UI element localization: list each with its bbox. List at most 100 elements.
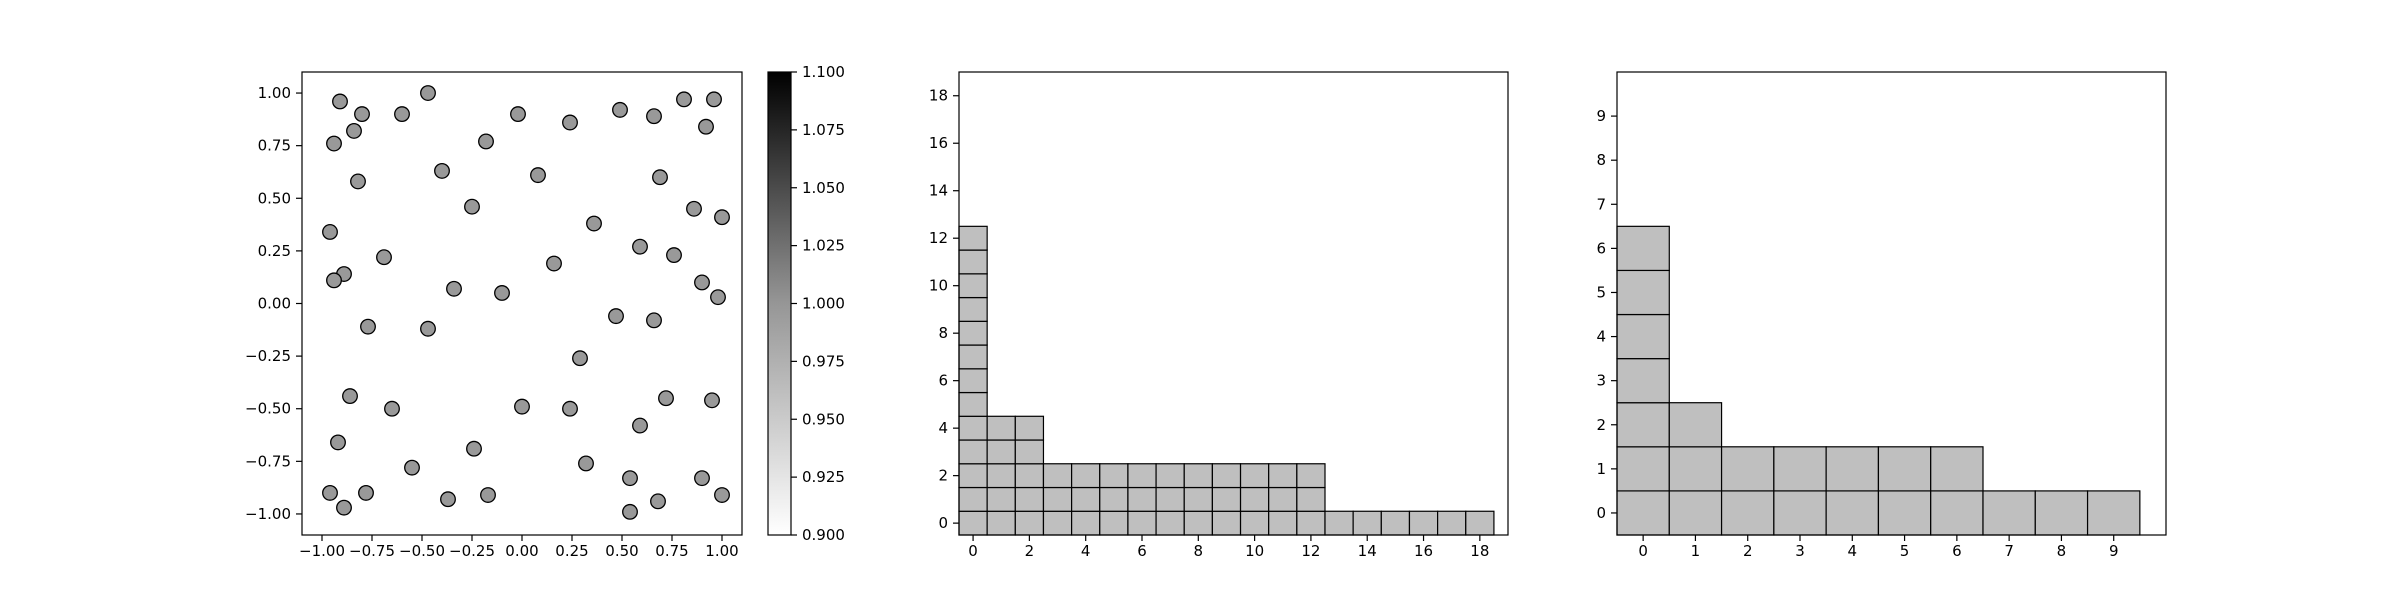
scatter-point xyxy=(646,108,662,125)
bar1-cell xyxy=(1268,486,1298,512)
x-tick-label: 5 xyxy=(1900,542,1910,560)
scatter-point xyxy=(342,388,358,405)
scatter-point xyxy=(420,85,436,101)
colorbar-tick-label: 1.000 xyxy=(802,295,845,313)
y-tick-label: 0.50 xyxy=(258,189,291,207)
bar2-cell xyxy=(1877,446,1932,492)
x-tick-label: 18 xyxy=(1470,542,1489,560)
scatter-point xyxy=(612,101,628,118)
x-tick-label: 0 xyxy=(1638,542,1648,560)
bar1-cell xyxy=(986,463,1016,489)
bar1-cell xyxy=(1183,486,1213,512)
bar2-cell xyxy=(1930,446,1984,492)
scatter-point xyxy=(480,487,496,503)
bar2-cell xyxy=(1616,225,1670,272)
axes-frame xyxy=(1616,71,2167,536)
bar1-cell xyxy=(958,439,988,465)
scatter-point xyxy=(326,135,342,152)
bar1-cell xyxy=(986,486,1016,512)
bar2-cell xyxy=(2086,490,2141,536)
y-tick-label: 18 xyxy=(929,87,948,105)
x-tick-label: 0.25 xyxy=(555,542,588,560)
scatter-point xyxy=(652,169,668,186)
x-tick-label: 7 xyxy=(2004,542,2014,560)
y-tick-label: 1 xyxy=(1596,460,1606,478)
y-tick-label: 4 xyxy=(938,419,948,437)
x-tick-label: 8 xyxy=(1194,542,1204,560)
bar2-cell xyxy=(1720,446,1775,492)
x-tick-label: 16 xyxy=(1414,542,1433,560)
x-tick-label: 12 xyxy=(1301,542,1320,560)
scatter-point xyxy=(434,162,450,179)
colorbar-tick-label: 1.025 xyxy=(802,237,845,255)
bar1-cell xyxy=(1127,486,1157,512)
bar1-cell xyxy=(958,273,988,299)
bar1-cell xyxy=(1127,463,1157,489)
scatter-point xyxy=(510,106,526,123)
bar1-cell xyxy=(1071,486,1101,512)
bar1-cell xyxy=(1042,463,1073,489)
scatter-point xyxy=(376,249,392,266)
axes-frame xyxy=(301,71,743,536)
scatter-point xyxy=(586,215,602,232)
bar1-cell xyxy=(958,368,988,394)
y-tick-label: 5 xyxy=(1596,283,1606,301)
scatter-point xyxy=(632,417,648,434)
scatter-point xyxy=(440,491,456,508)
bar1-cell xyxy=(1014,510,1045,536)
bar1-cell xyxy=(1296,486,1326,512)
y-tick-label: 0 xyxy=(1596,504,1606,522)
scatter-point xyxy=(478,133,494,150)
y-tick-label: 14 xyxy=(929,182,948,200)
scatter-point xyxy=(326,272,342,289)
bar2-cell xyxy=(1773,446,1827,492)
scatter-point xyxy=(358,484,374,501)
scatter-point xyxy=(394,106,410,123)
bar1-cell xyxy=(958,249,988,275)
scatter-point xyxy=(350,173,366,190)
y-tick-label: 0.25 xyxy=(258,242,291,260)
x-tick-label: −0.75 xyxy=(349,542,395,560)
y-tick-label: 4 xyxy=(1596,328,1606,346)
bar1-cell xyxy=(1211,510,1242,536)
scatter-point xyxy=(330,434,346,451)
bar2-cell xyxy=(1616,446,1670,492)
x-tick-label: 6 xyxy=(1137,542,1147,560)
x-tick-label: 1.00 xyxy=(705,542,738,560)
bar1-cell xyxy=(1183,463,1213,489)
bar1-cell xyxy=(1268,510,1298,536)
scatter-point xyxy=(384,400,400,417)
x-tick-label: 10 xyxy=(1245,542,1264,560)
scatter-point xyxy=(622,503,638,520)
bar1-cell xyxy=(1380,510,1411,536)
x-tick-label: −1.00 xyxy=(299,542,345,560)
bar2-cell xyxy=(1616,313,1670,360)
scatter-point xyxy=(658,390,674,407)
bar1-cell xyxy=(1071,463,1101,489)
bar1-cell xyxy=(1014,415,1045,441)
scatter-point xyxy=(686,200,702,217)
x-tick-label: −0.25 xyxy=(449,542,495,560)
bar1-cell xyxy=(958,463,988,489)
scatter-point xyxy=(530,167,546,184)
y-tick-label: 8 xyxy=(938,324,948,342)
colorbar-tick-label: 0.975 xyxy=(802,352,845,370)
bar2-cell xyxy=(1773,490,1827,536)
bar2-cell xyxy=(2034,490,2089,536)
bar1-cell xyxy=(958,486,988,512)
scatter-point xyxy=(572,350,588,367)
scatter-point xyxy=(714,487,730,503)
scatter-point xyxy=(698,118,714,135)
colorbar-tick-label: 0.925 xyxy=(802,468,845,486)
scatter-point xyxy=(360,318,376,335)
y-tick-label: −0.75 xyxy=(245,452,291,470)
scatter-point xyxy=(514,398,530,415)
bar1-cell xyxy=(986,439,1016,465)
bar1-cell xyxy=(1155,486,1185,512)
bar1-cell xyxy=(986,510,1016,536)
scatter-point xyxy=(666,247,682,264)
scatter-point xyxy=(346,122,362,139)
scatter-point xyxy=(494,285,510,301)
x-tick-label: −0.50 xyxy=(399,542,445,560)
x-tick-label: 1 xyxy=(1691,542,1701,560)
